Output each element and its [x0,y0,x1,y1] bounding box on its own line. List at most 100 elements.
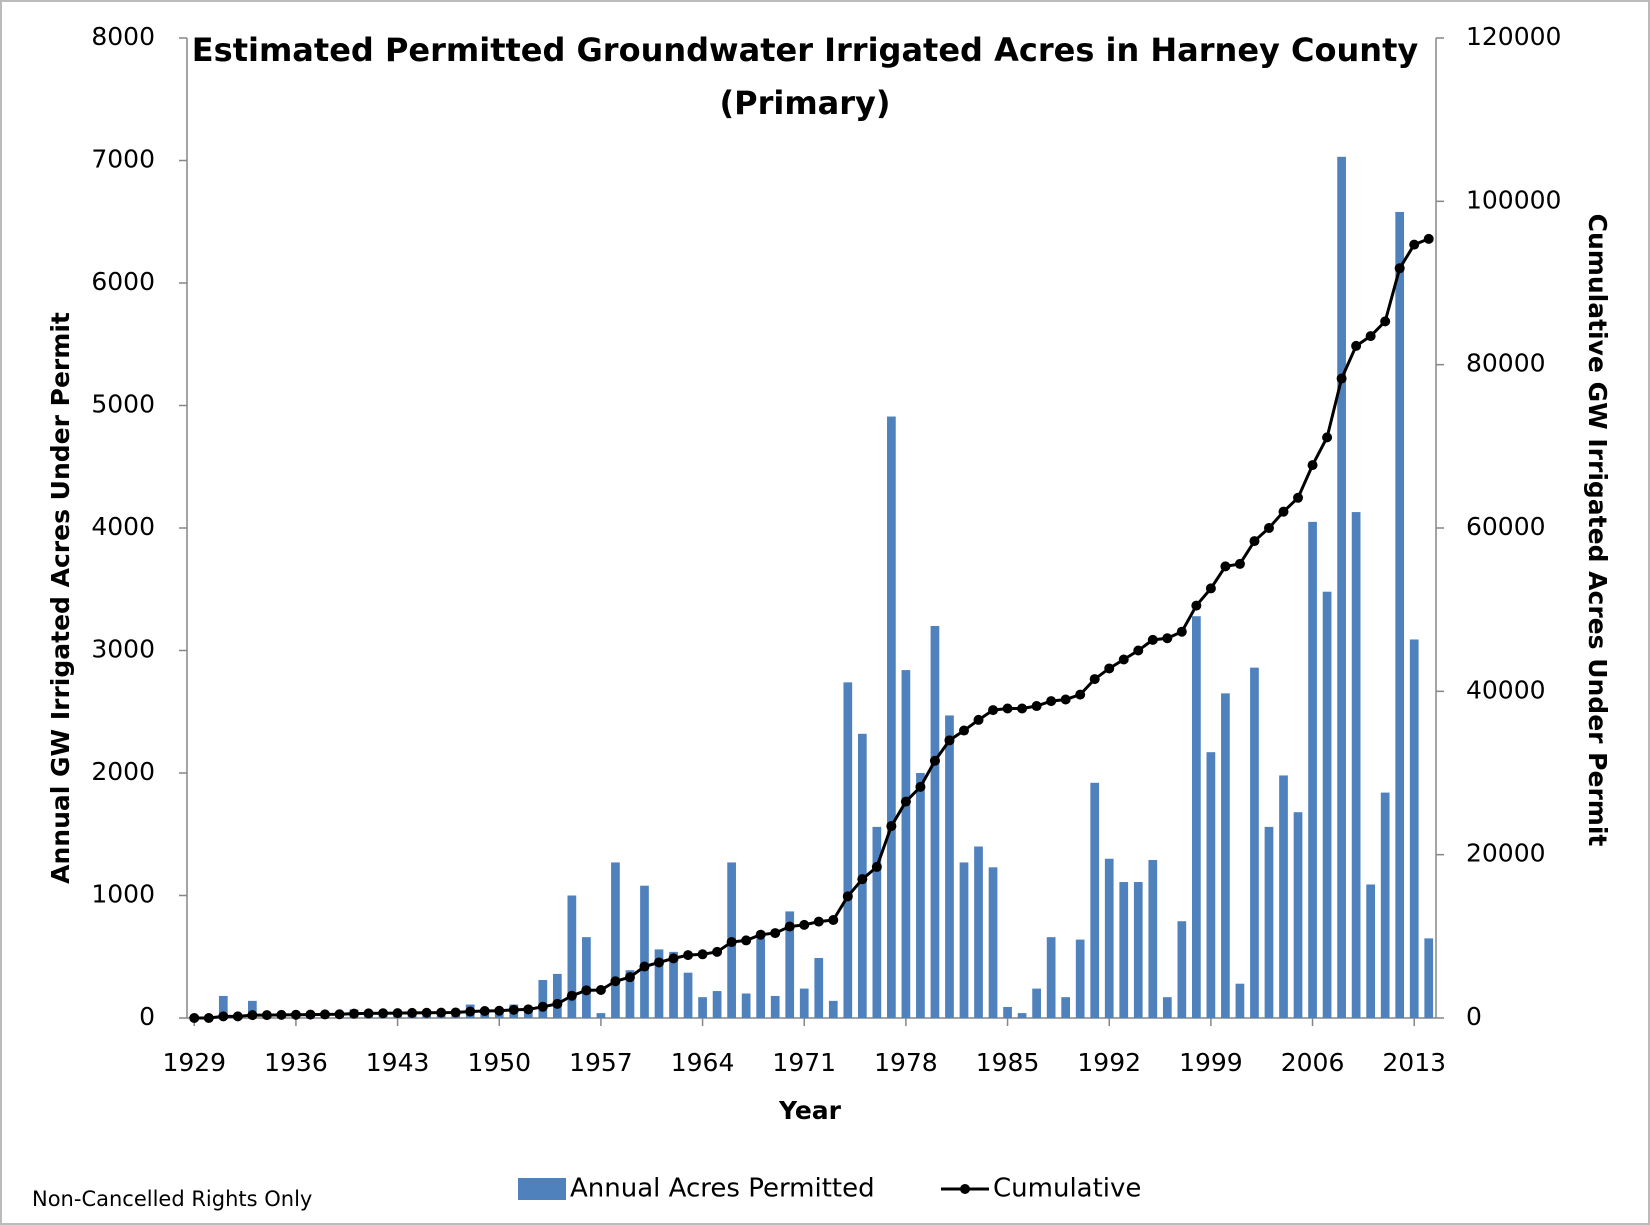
bar [1250,667,1259,1018]
y-tick-label: 1000 [91,880,155,909]
marker [929,755,940,766]
marker [319,1009,330,1020]
marker [1205,583,1216,594]
marker [1002,703,1013,714]
marker [1409,239,1420,250]
bar [552,973,562,1018]
y2-tick-label: 80000 [1466,349,1546,378]
x-tick-label: 1929 [162,1048,226,1077]
x-axis-title: Year [778,1096,842,1125]
bar [1061,997,1071,1018]
marker [857,874,868,885]
bar [930,626,940,1018]
marker [1031,701,1042,712]
marker [1293,492,1304,503]
bar [1032,988,1041,1018]
legend-marker [960,1184,970,1194]
bar [1090,782,1100,1018]
bar [1235,983,1245,1018]
marker [290,1009,301,1020]
chart-subtitle: (Primary) [719,84,890,122]
bar [799,988,809,1018]
y-tick-label: 0 [139,1002,155,1031]
marker [697,949,708,960]
x-tick-label: 1971 [772,1048,836,1077]
bar [901,670,911,1018]
y2-tick-label: 40000 [1466,675,1546,704]
bar [1409,639,1419,1018]
bar [1075,939,1085,1018]
marker [683,950,694,961]
marker [900,796,911,807]
y-tick-label: 4000 [91,512,155,541]
bar [1308,521,1317,1018]
marker [1046,696,1057,707]
bar [872,826,882,1018]
marker [1191,600,1202,611]
marker [189,1013,200,1023]
bar [1221,693,1230,1018]
x-tick-label: 2013 [1382,1048,1446,1077]
marker [218,1011,229,1022]
marker [799,919,810,930]
bar [1148,859,1158,1018]
marker [886,821,897,832]
x-tick-label: 1943 [366,1048,430,1077]
marker [232,1011,243,1022]
marker [915,781,926,792]
y-tick-label: 5000 [91,390,155,419]
marker [654,957,665,968]
bar [640,885,649,1018]
marker [1133,645,1144,656]
marker [595,984,606,995]
bar [1264,826,1274,1018]
bar [770,995,780,1018]
bar [814,957,824,1018]
y2-tick-label: 120000 [1466,22,1561,51]
legend-swatch [518,1178,566,1200]
note: Non-Cancelled Rights Only [32,1187,312,1211]
x-tick-label: 1999 [1179,1048,1243,1077]
bar [741,993,751,1018]
bar [669,951,678,1018]
bar [1366,884,1376,1018]
marker [1307,460,1318,471]
marker [1394,263,1405,274]
marker [450,1007,461,1018]
bar [1206,752,1216,1018]
y2-tick-label: 20000 [1466,839,1546,868]
marker [668,953,679,964]
marker [581,985,592,996]
marker [1365,331,1376,342]
marker [610,976,621,987]
x-tick-label: 1957 [569,1048,633,1077]
marker [392,1008,403,1019]
y2-tick-label: 0 [1466,1002,1482,1031]
bar [1395,211,1405,1018]
marker [247,1010,258,1021]
marker [349,1008,360,1019]
bar [1192,616,1201,1018]
marker [1089,674,1100,685]
marker [276,1009,287,1020]
bar [683,972,693,1018]
marker [828,915,839,925]
bar [218,995,228,1018]
marker [508,1004,519,1015]
legend-label: Annual Acres Permitted [570,1174,875,1204]
bar [1424,938,1434,1018]
bar [945,715,954,1018]
marker [1118,654,1129,665]
marker [988,705,999,716]
bar [247,1000,257,1018]
bar [582,937,591,1018]
marker [1336,373,1347,384]
marker [261,1010,272,1021]
marker [566,990,577,1001]
marker [421,1007,432,1018]
marker [624,972,635,983]
marker [1322,432,1333,443]
marker [523,1004,534,1015]
